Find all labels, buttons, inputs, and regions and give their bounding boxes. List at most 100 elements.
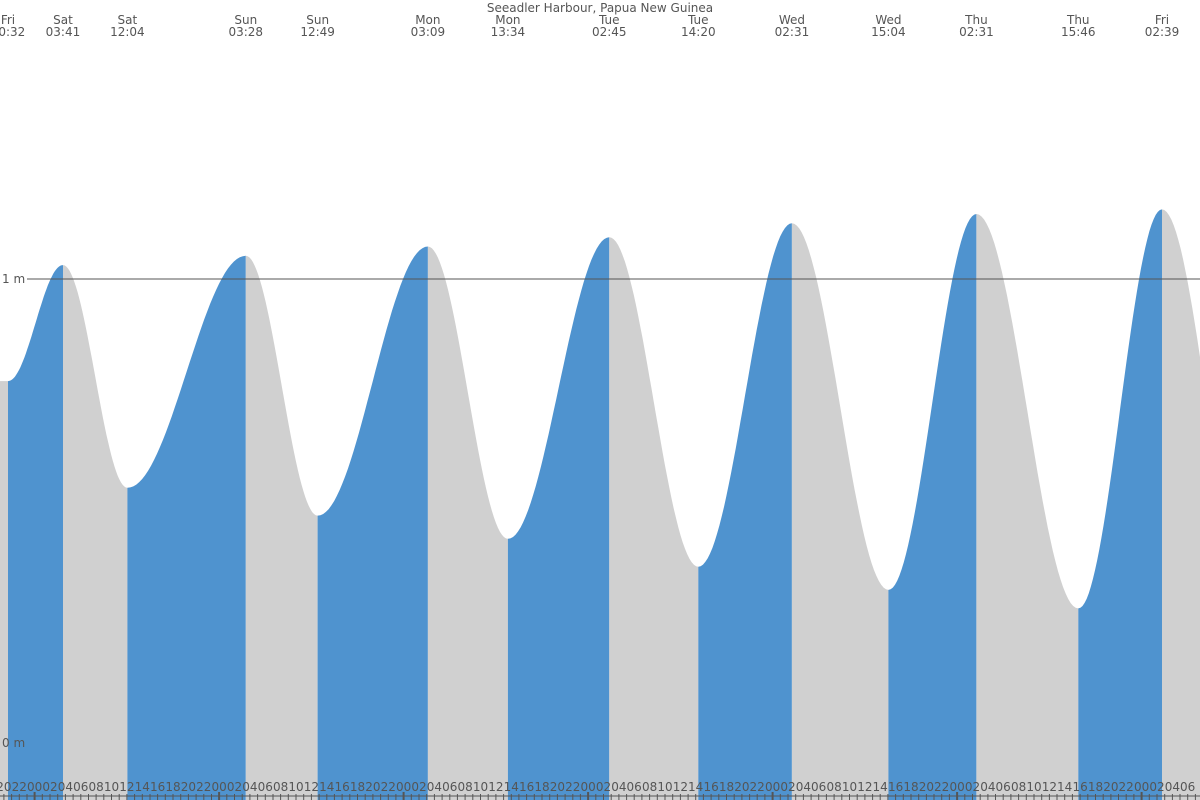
falling-tide-area xyxy=(0,381,8,800)
extreme-day-label: Wed xyxy=(779,13,805,27)
hour-tick-label: 22 xyxy=(934,780,949,794)
falling-tide-area xyxy=(976,214,1079,800)
extreme-day-label: Thu xyxy=(964,13,988,27)
extreme-time-label: 15:04 xyxy=(871,25,906,39)
hour-tick-label: 06 xyxy=(1180,780,1195,794)
hour-tick-label: 16 xyxy=(519,780,534,794)
hour-tick-label: 06 xyxy=(442,780,457,794)
hour-tick-label: 14 xyxy=(873,780,888,794)
extreme-time-label: 02:39 xyxy=(1145,25,1180,39)
hour-tick-label: 02 xyxy=(42,780,57,794)
falling-tide-area xyxy=(609,237,699,800)
extreme-time-label: 15:46 xyxy=(1061,25,1096,39)
hour-tick-label: 06 xyxy=(627,780,642,794)
falling-tide-area xyxy=(63,265,128,800)
extreme-day-label: Mon xyxy=(415,13,440,27)
hour-tick-label: 10 xyxy=(842,780,857,794)
hour-tick-label: 04 xyxy=(980,780,995,794)
hour-tick-label: 12 xyxy=(488,780,503,794)
hour-tick-label: 12 xyxy=(304,780,319,794)
hour-tick-label: 20 xyxy=(0,780,12,794)
extreme-day-label: Fri xyxy=(1155,13,1169,27)
hour-tick-label: 20 xyxy=(1103,780,1118,794)
extreme-day-label: Tue xyxy=(687,13,709,27)
hour-tick-label: 14 xyxy=(135,780,150,794)
hour-tick-label: 16 xyxy=(703,780,718,794)
hour-tick-label: 20 xyxy=(734,780,749,794)
hour-tick-label: 22 xyxy=(381,780,396,794)
extreme-time-label: 02:31 xyxy=(959,25,994,39)
hour-tick-label: 02 xyxy=(965,780,980,794)
rising-tide-area xyxy=(888,214,977,800)
hour-tick-label: 12 xyxy=(119,780,134,794)
tide-areas xyxy=(0,209,1200,800)
hour-tick-label: 20 xyxy=(550,780,565,794)
extreme-day-label: Sat xyxy=(53,13,73,27)
hour-tick-label: 18 xyxy=(534,780,549,794)
hour-tick-label: 08 xyxy=(88,780,103,794)
hour-tick-label: 18 xyxy=(165,780,180,794)
hour-tick-label: 12 xyxy=(673,780,688,794)
hour-tick-label: 08 xyxy=(642,780,657,794)
hour-tick-label: 20 xyxy=(181,780,196,794)
y-axis-labels: 1 m 0 m xyxy=(2,272,25,750)
hour-tick-label: 14 xyxy=(504,780,519,794)
hour-tick-label: 02 xyxy=(596,780,611,794)
hour-tick-label: 16 xyxy=(1072,780,1087,794)
hour-tick-label: 22 xyxy=(750,780,765,794)
hour-tick-label: 16 xyxy=(150,780,165,794)
extreme-day-label: Wed xyxy=(875,13,901,27)
hour-tick-label: 04 xyxy=(1165,780,1180,794)
extreme-day-label: Tue xyxy=(598,13,620,27)
falling-tide-area xyxy=(245,255,318,800)
hour-tick-label: 04 xyxy=(58,780,73,794)
extreme-time-label: 03:41 xyxy=(46,25,81,39)
hour-tick-label: 18 xyxy=(1088,780,1103,794)
extreme-day-label: Sun xyxy=(234,13,257,27)
extreme-day-label: Mon xyxy=(495,13,520,27)
rising-tide-area xyxy=(127,255,246,800)
hour-tick-label: 20 xyxy=(919,780,934,794)
falling-tide-area xyxy=(427,246,508,800)
extreme-time-label: 02:31 xyxy=(775,25,810,39)
hour-tick-label: 00 xyxy=(1134,780,1149,794)
hour-tick-label: 18 xyxy=(719,780,734,794)
y-label-0m: 0 m xyxy=(2,736,25,750)
extreme-labels: Fri20:32Sat03:41Sat12:04Sun03:28Sun12:49… xyxy=(0,13,1179,39)
hour-tick-label: 22 xyxy=(565,780,580,794)
extreme-time-label: 20:32 xyxy=(0,25,25,39)
hour-tick-label: 18 xyxy=(903,780,918,794)
rising-tide-area xyxy=(698,223,792,800)
hour-tick-label: 06 xyxy=(811,780,826,794)
hour-tick-label: 08 xyxy=(1011,780,1026,794)
rising-tide-area xyxy=(8,265,63,800)
x-axis: 20 22 00 02 04 06 08 10 12 14 16 18 20 22 00 02 04 06 08 10… xyxy=(0,780,1200,800)
hour-tick-label: 00 xyxy=(211,780,226,794)
extreme-time-label: 13:34 xyxy=(491,25,526,39)
hour-tick-label: 20 xyxy=(365,780,380,794)
hour-tick-label: 06 xyxy=(996,780,1011,794)
hour-tick-label: 08 xyxy=(826,780,841,794)
extreme-time-label: 12:04 xyxy=(110,25,145,39)
extreme-day-label: Sat xyxy=(118,13,138,27)
hour-tick-label: 00 xyxy=(765,780,780,794)
hour-tick-label: 22 xyxy=(12,780,27,794)
hour-tick-label: 10 xyxy=(288,780,303,794)
hour-tick-label: 06 xyxy=(73,780,88,794)
hour-tick-label: 02 xyxy=(780,780,795,794)
hour-tick-label: 22 xyxy=(196,780,211,794)
hour-tick-label: 10 xyxy=(657,780,672,794)
extreme-day-label: Sun xyxy=(306,13,329,27)
hour-tick-label: 12 xyxy=(1042,780,1057,794)
hour-tick-label: 14 xyxy=(319,780,334,794)
hour-tick-label: 16 xyxy=(888,780,903,794)
hour-tick-label: 04 xyxy=(796,780,811,794)
hour-tick-label: 08 xyxy=(457,780,472,794)
hour-tick-label: 06 xyxy=(258,780,273,794)
hour-tick-label: 08 xyxy=(273,780,288,794)
extreme-time-label: 03:28 xyxy=(228,25,263,39)
hour-tick-label: 00 xyxy=(27,780,42,794)
hour-tick-label: 02 xyxy=(411,780,426,794)
hour-tick-label: 16 xyxy=(334,780,349,794)
extreme-day-label: Fri xyxy=(1,13,15,27)
